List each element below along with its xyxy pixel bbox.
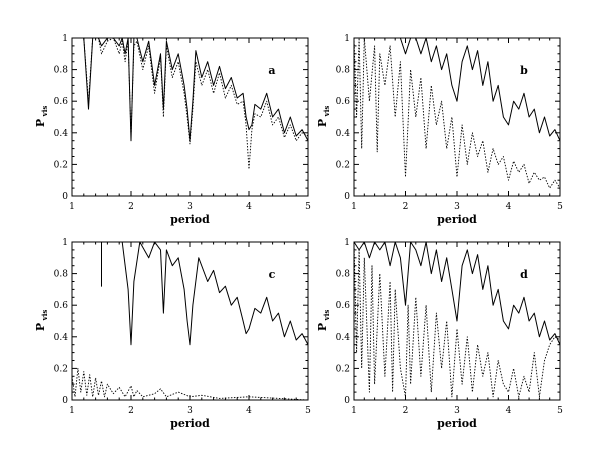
- series-solid-line: [72, 242, 308, 346]
- series-solid-line: [72, 38, 308, 142]
- y-tick-label: 1: [62, 34, 68, 44]
- x-tick-label: 4: [506, 202, 512, 212]
- y-tick-label: 0.2: [54, 364, 68, 374]
- y-tick-label: 0.6: [54, 97, 69, 107]
- x-tick-label: 4: [506, 406, 512, 416]
- x-axis-label: period: [437, 213, 477, 226]
- y-tick-label: 0.4: [54, 333, 69, 343]
- series-dotted-line: [72, 38, 308, 170]
- x-tick-label: 2: [128, 406, 134, 416]
- panel-label: c: [269, 268, 276, 281]
- y-tick-label: 0.6: [54, 301, 69, 311]
- x-tick-label: 5: [305, 202, 311, 212]
- panel-label: a: [268, 64, 275, 77]
- x-tick-label: 2: [403, 406, 409, 416]
- y-tick-label: 0: [62, 396, 68, 406]
- x-tick-label: 3: [454, 406, 460, 416]
- x-tick-label: 1: [69, 406, 75, 416]
- y-tick-label: 1: [344, 238, 350, 248]
- y-axis-label: P: [316, 323, 329, 331]
- y-tick-label: 0.6: [336, 301, 351, 311]
- x-tick-label: 3: [454, 202, 460, 212]
- y-tick-label: 0.6: [336, 97, 351, 107]
- x-tick-label: 4: [246, 202, 252, 212]
- x-tick-label: 1: [351, 406, 357, 416]
- y-tick-label: 0.8: [336, 66, 351, 76]
- y-tick-label: 0: [344, 192, 350, 202]
- y-axis-label: P: [34, 119, 47, 127]
- series-solid-line: [354, 38, 560, 141]
- series-solid-line: [354, 242, 560, 345]
- y-axis-label: P: [34, 323, 47, 331]
- y-tick-label: 0.4: [336, 129, 351, 139]
- y-tick-label: 0: [62, 192, 68, 202]
- y-tick-label: 0.2: [336, 160, 350, 170]
- x-tick-label: 2: [128, 202, 134, 212]
- y-axis-label-subscript: vis: [40, 310, 49, 322]
- y-tick-label: 1: [62, 238, 68, 248]
- y-axis-label-subscript: vis: [322, 310, 331, 322]
- x-axis-label: period: [437, 417, 477, 430]
- x-axis-label: period: [170, 417, 210, 430]
- y-tick-label: 1: [344, 34, 350, 44]
- x-tick-label: 2: [403, 202, 409, 212]
- y-axis-label: P: [316, 119, 329, 127]
- y-tick-label: 0.8: [336, 270, 351, 280]
- y-tick-label: 0.8: [54, 270, 69, 280]
- series-dotted-line: [354, 38, 560, 189]
- y-tick-label: 0.2: [336, 364, 350, 374]
- x-axis-label: period: [170, 213, 210, 226]
- y-tick-label: 0.4: [54, 129, 69, 139]
- y-axis-label-subscript: vis: [40, 106, 49, 118]
- x-tick-label: 3: [187, 202, 193, 212]
- series-dotted-line: [354, 242, 560, 398]
- panel-label: b: [520, 64, 528, 77]
- panel-label: d: [520, 268, 528, 281]
- y-tick-label: 0.2: [54, 160, 68, 170]
- x-tick-label: 3: [187, 406, 193, 416]
- x-tick-label: 1: [69, 202, 75, 212]
- x-tick-label: 5: [305, 406, 311, 416]
- x-tick-label: 1: [351, 202, 357, 212]
- x-tick-label: 5: [557, 406, 563, 416]
- y-tick-label: 0.8: [54, 66, 69, 76]
- y-tick-label: 0.4: [336, 333, 351, 343]
- y-tick-label: 0: [344, 396, 350, 406]
- y-axis-label-subscript: vis: [322, 106, 331, 118]
- x-tick-label: 4: [246, 406, 252, 416]
- x-tick-label: 5: [557, 202, 563, 212]
